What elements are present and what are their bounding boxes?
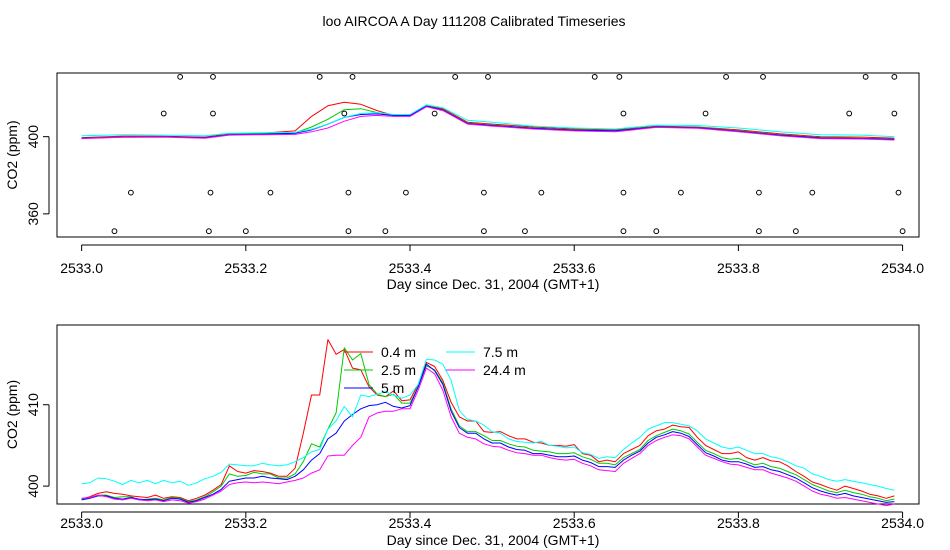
legend: 0.4 m 2.5 m 5 m 7.5 m 24.4 m — [344, 344, 526, 396]
marker-point — [862, 73, 869, 80]
legend-label: 7.5 m — [483, 344, 518, 360]
marker-point — [591, 73, 598, 80]
marker-point — [127, 189, 134, 196]
plot-frame — [56, 324, 920, 505]
y-axis-title: CO2 (ppm) — [4, 120, 20, 189]
marker-point — [111, 228, 118, 235]
series-line-24-4-m — [81, 367, 895, 507]
x-tick-label: 2533.6 — [553, 260, 596, 276]
marker-point — [809, 189, 816, 196]
legend-label: 2.5 m — [381, 362, 416, 378]
marker-point — [403, 189, 409, 196]
x-tick-label: 2533.0 — [60, 515, 103, 531]
x-axis-title: Day since Dec. 31, 2004 (GMT+1) — [387, 276, 600, 292]
x-tick-label: 2534.0 — [881, 260, 924, 276]
x-tick-label: 2533.8 — [717, 515, 760, 531]
x-axis-title: Day since Dec. 31, 2004 (GMT+1) — [387, 532, 600, 548]
marker-point — [653, 228, 660, 235]
marker-point — [891, 110, 898, 117]
legend-label: 5 m — [381, 380, 404, 396]
marker-point — [522, 228, 528, 235]
marker-point — [760, 73, 766, 80]
series-line-4 — [81, 106, 895, 141]
marker-point — [723, 73, 729, 80]
y-axis-title: CO2 (ppm) — [4, 380, 20, 449]
marker-point — [316, 73, 323, 80]
marker-point — [205, 228, 212, 235]
series-line-0 — [81, 101, 895, 139]
marker-point — [620, 189, 627, 196]
marker-point — [177, 73, 184, 80]
plot-frame — [56, 72, 920, 238]
series-line-7-5-m — [81, 358, 895, 491]
x-tick-label: 2533.6 — [553, 515, 596, 531]
marker-point — [620, 110, 627, 117]
marker-point — [382, 228, 389, 235]
marker-point — [792, 228, 799, 235]
x-tick-label: 2533.4 — [389, 260, 432, 276]
marker-point — [431, 110, 438, 117]
page-title: loo AIRCOA A Day 111208 Calibrated Times… — [323, 13, 626, 29]
x-tick-label: 2533.2 — [224, 260, 267, 276]
marker-point — [756, 189, 762, 196]
y-tick-label: 360 — [25, 202, 41, 226]
marker-point — [895, 189, 902, 196]
marker-point — [480, 189, 487, 196]
marker-point — [210, 73, 216, 80]
x-tick-label: 2533.2 — [224, 515, 267, 531]
series-line-3 — [81, 104, 895, 138]
marker-point — [480, 228, 487, 235]
marker-point — [616, 73, 623, 80]
marker-point — [452, 73, 459, 80]
marker-point — [538, 189, 545, 196]
legend-label: 24.4 m — [483, 362, 526, 378]
x-tick-label: 2533.0 — [60, 260, 103, 276]
y-tick-label: 400 — [25, 125, 41, 149]
y-tick-label: 410 — [25, 393, 41, 417]
series-line-5-m — [81, 363, 895, 503]
marker-point — [210, 110, 216, 117]
marker-point — [756, 228, 762, 235]
y-tick-label: 400 — [25, 474, 41, 498]
marker-point — [891, 73, 898, 80]
marker-point — [678, 189, 684, 196]
marker-point — [485, 73, 491, 80]
marker-point — [207, 189, 214, 196]
x-tick-label: 2534.0 — [881, 515, 924, 531]
marker-point — [242, 228, 249, 235]
x-tick-label: 2533.8 — [717, 260, 760, 276]
marker-point — [899, 228, 906, 235]
marker-point — [345, 228, 352, 235]
marker-point — [620, 228, 627, 235]
marker-point — [702, 110, 709, 117]
bottom-panel: 2533.0 2533.2 2533.4 2533.6 2533.8 2534.0 Day … — [4, 324, 924, 548]
marker-point — [846, 110, 853, 117]
series-line-2 — [81, 105, 895, 140]
marker-point — [267, 189, 274, 196]
series-line-2-5-m — [81, 347, 895, 503]
x-tick-label: 2533.4 — [389, 515, 432, 531]
marker-point — [345, 189, 352, 196]
marker-point — [160, 110, 167, 117]
marker-point — [349, 73, 356, 80]
series-line-0-4-m — [81, 339, 895, 502]
top-panel: 2533.0 2533.2 2533.4 2533.6 2533.8 2534.0 Day … — [4, 72, 924, 292]
marker-point — [341, 110, 348, 117]
legend-label: 0.4 m — [381, 344, 416, 360]
